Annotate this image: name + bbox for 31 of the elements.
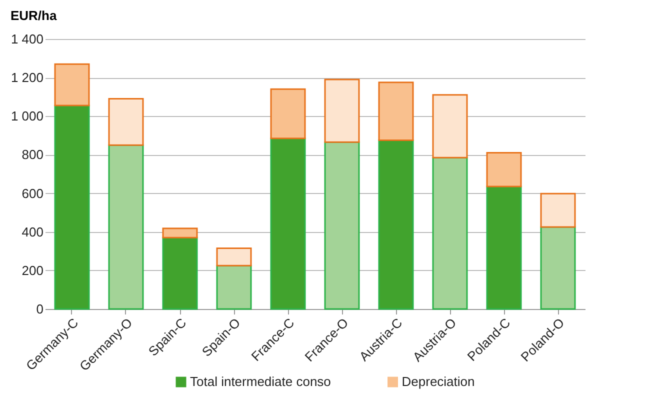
y-tick-label: 200 <box>22 262 44 278</box>
y-tick-label: 400 <box>22 224 44 240</box>
bar <box>216 248 252 266</box>
bar <box>540 192 576 228</box>
y-tick-label: 600 <box>22 186 44 201</box>
legend-label: Depreciation <box>402 374 475 389</box>
bar <box>108 144 144 310</box>
bar <box>54 104 90 310</box>
bar <box>162 228 198 238</box>
bar <box>216 264 252 310</box>
y-axis-title: EUR/ha <box>10 8 58 23</box>
bar <box>108 98 144 146</box>
y-tick-label: 1 400 <box>10 32 44 46</box>
bar <box>324 78 360 143</box>
bar <box>486 152 522 188</box>
bar <box>162 236 198 310</box>
y-tick-label: 1 000 <box>10 108 44 124</box>
bar <box>54 63 90 106</box>
bar <box>486 186 522 310</box>
legend-label: Total intermediate conso <box>190 374 331 389</box>
bar <box>324 141 360 310</box>
y-tick-label: 800 <box>22 147 44 162</box>
bar <box>378 82 414 141</box>
bar <box>432 156 468 310</box>
bar <box>432 94 468 158</box>
bar <box>270 88 306 140</box>
y-tick-label: 0 <box>36 302 44 316</box>
bar <box>540 226 576 310</box>
y-tick-label: 1 200 <box>10 70 44 86</box>
bar <box>270 138 306 310</box>
bar <box>378 140 414 310</box>
